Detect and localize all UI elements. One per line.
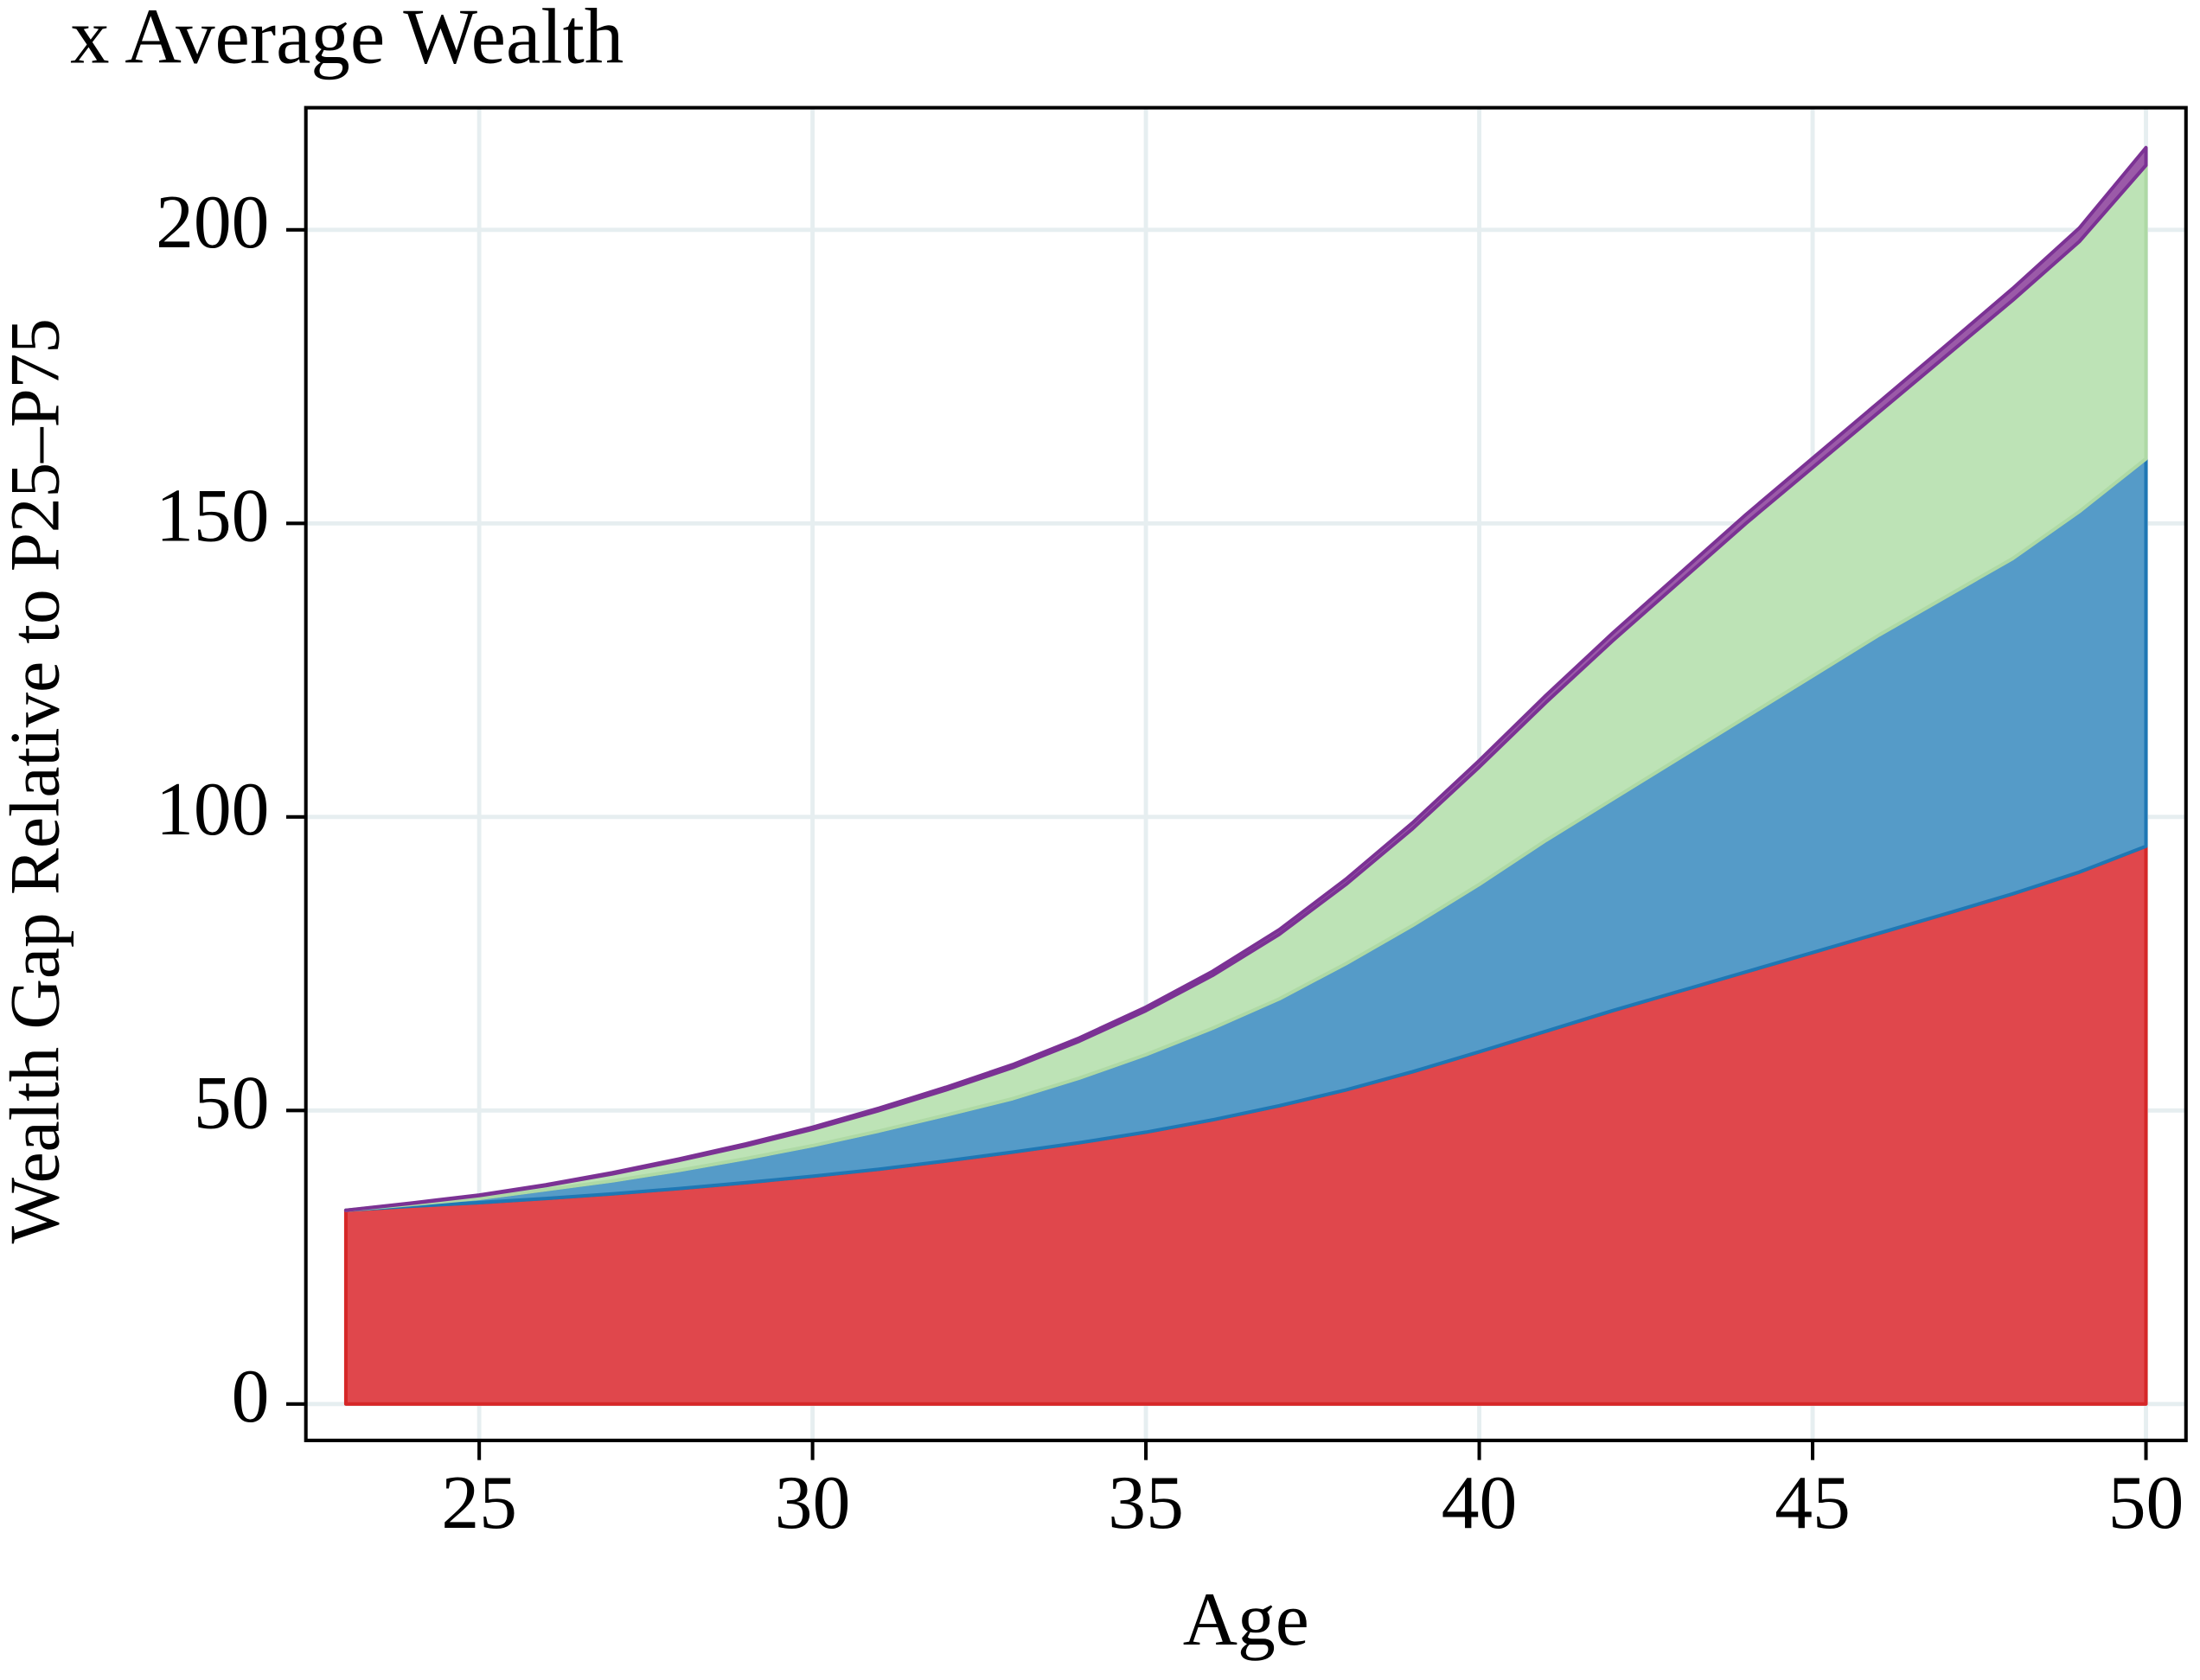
y-tick-label: 100	[156, 767, 269, 851]
x-tick-label: 30	[775, 1460, 851, 1544]
x-tick-label: 35	[1108, 1460, 1184, 1544]
y-tick-label: 0	[232, 1354, 270, 1438]
y-tick-label: 50	[194, 1060, 270, 1144]
chart-title: x Average Wealth	[70, 0, 624, 80]
y-tick-label: 150	[156, 473, 269, 557]
x-tick-label: 50	[2108, 1460, 2184, 1544]
y-axis-label: Wealth Gap Relative to P25–P75	[0, 318, 74, 1243]
plot-frame	[304, 105, 2188, 1442]
x-tick-label: 45	[1775, 1460, 1851, 1544]
x-axis-label: Age	[1183, 1577, 1309, 1661]
y-tick-label: 200	[156, 180, 269, 264]
x-tick-label: 25	[441, 1460, 517, 1544]
x-tick-label: 40	[1442, 1460, 1518, 1544]
area	[343, 145, 2148, 1212]
